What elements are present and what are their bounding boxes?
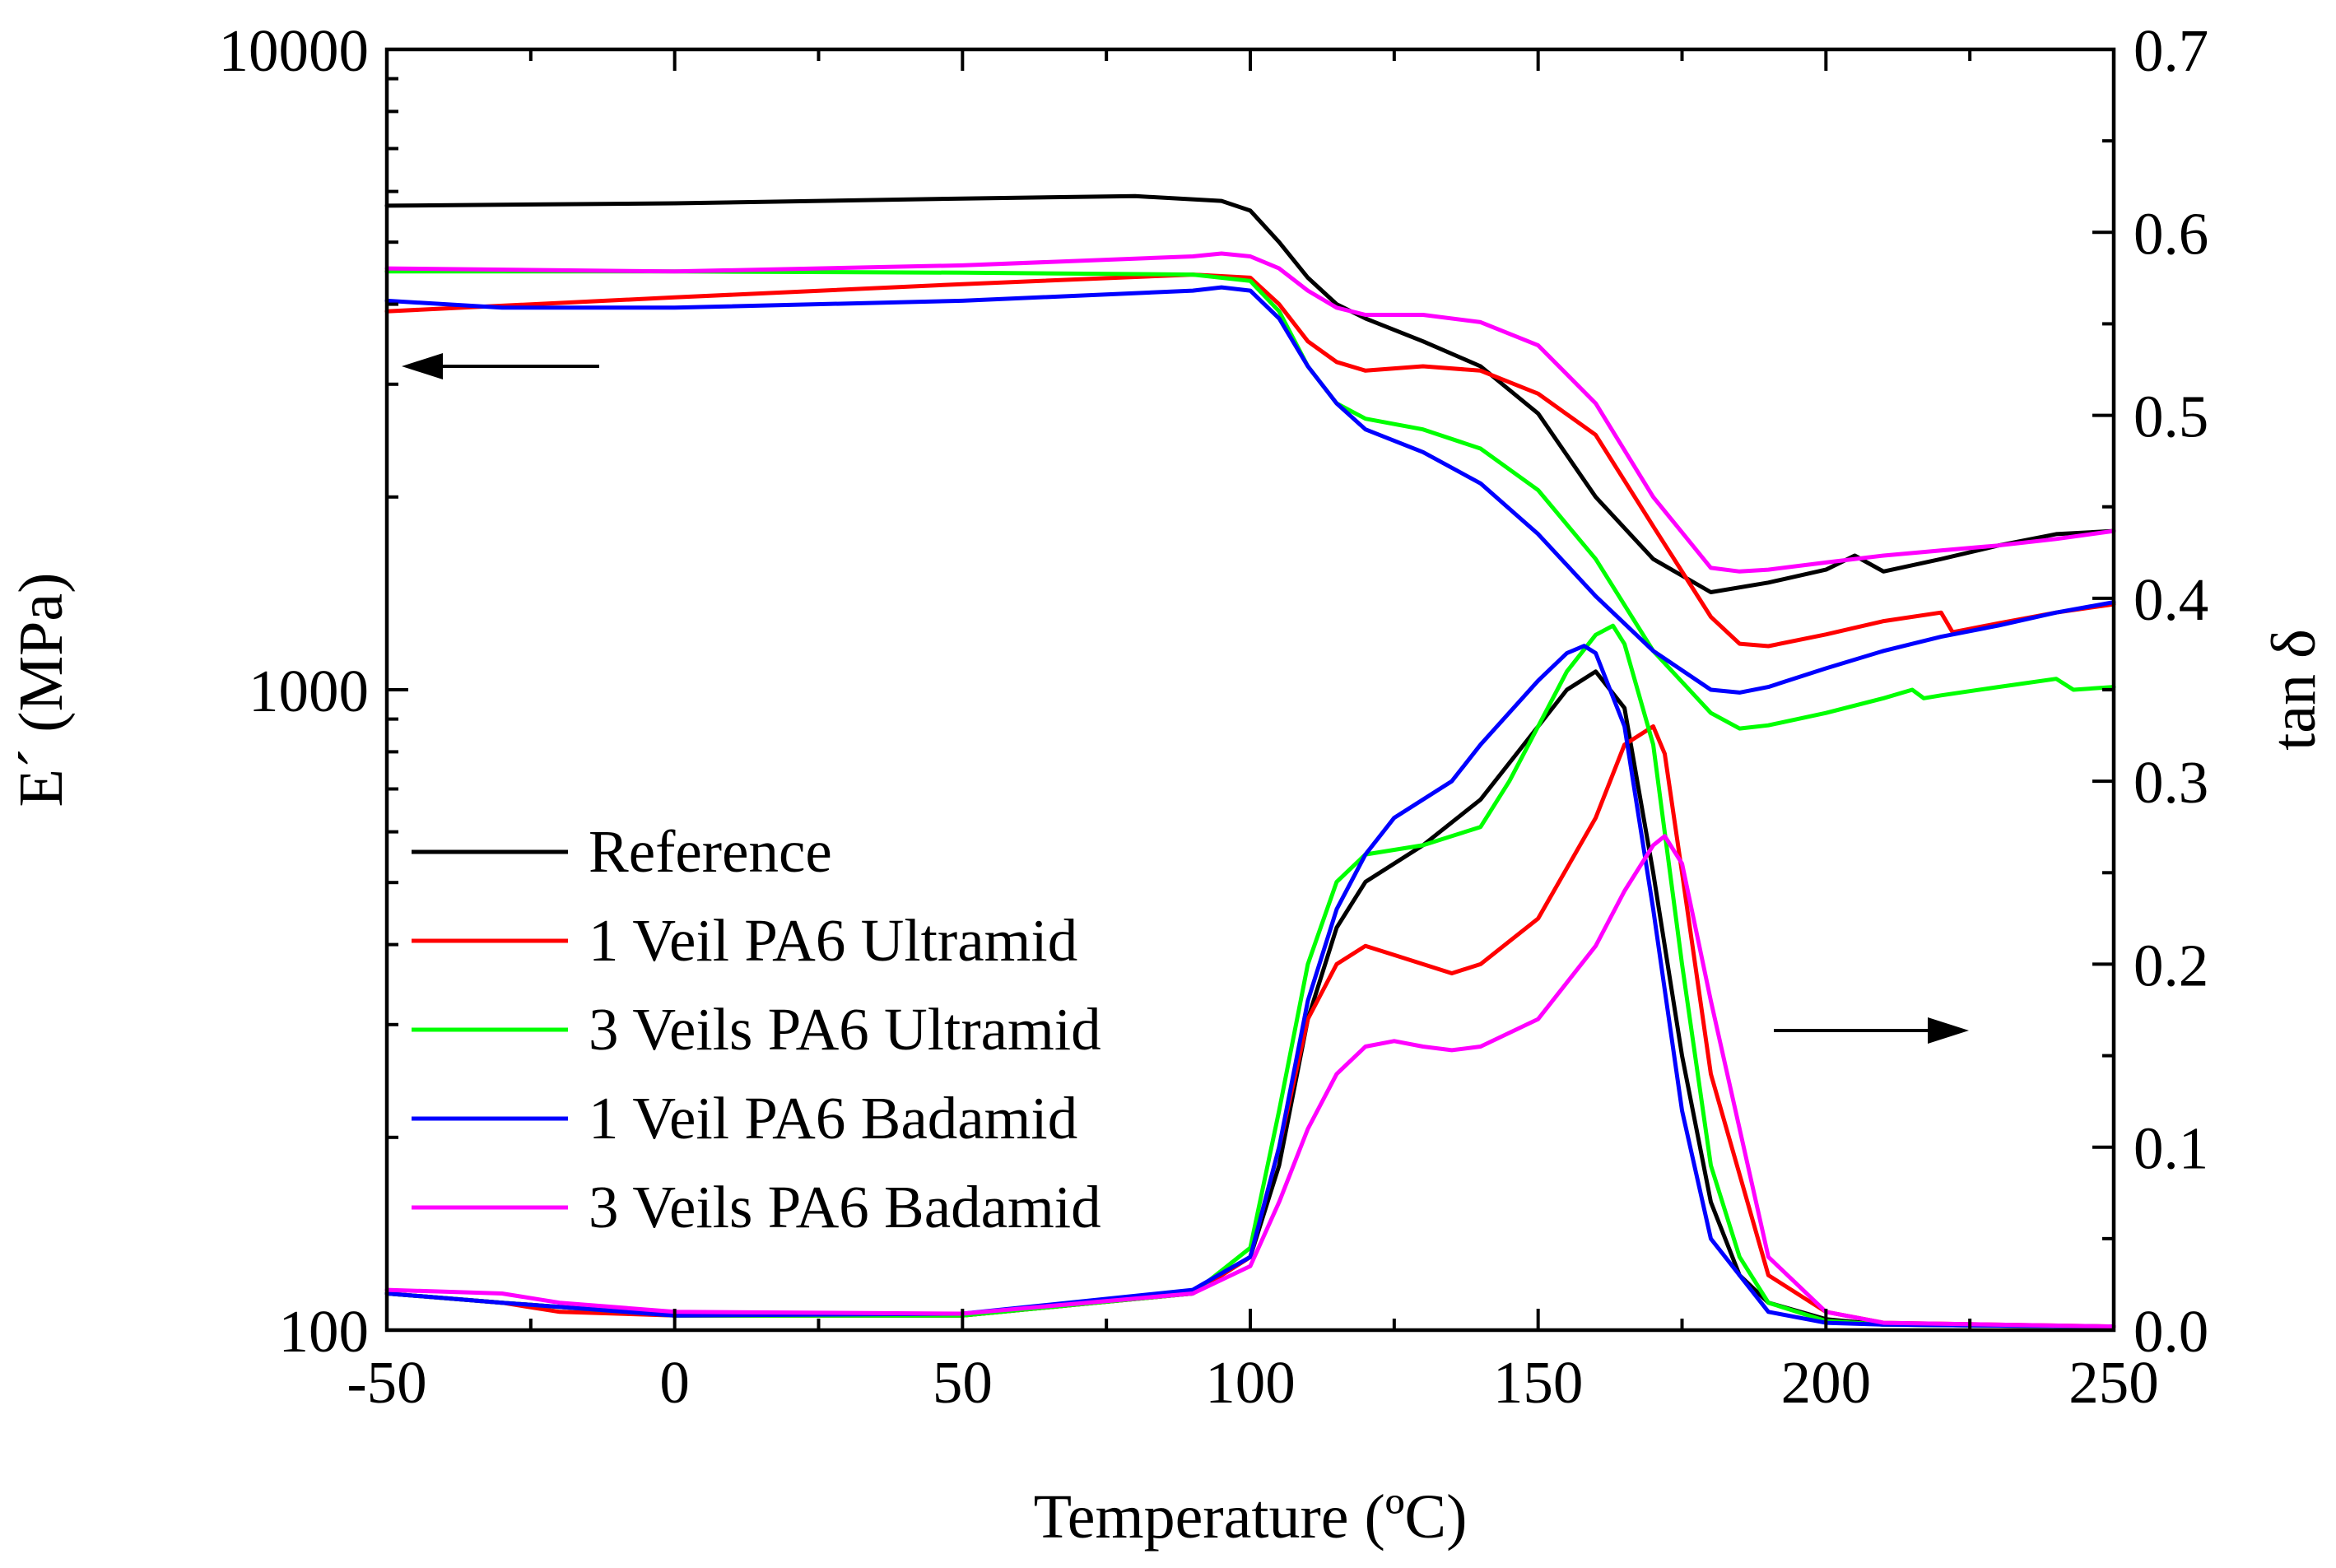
x-tick-label: 200: [1781, 1349, 1872, 1416]
legend-label: Reference: [589, 818, 832, 885]
y-right-tick-label: 0.2: [2134, 932, 2208, 998]
y-left-tick-label: 1000: [249, 658, 369, 724]
storage-modulus-line-1-veil-pa6-badamid: [384, 285, 2116, 695]
y-right-tick-label: 0.0: [2134, 1298, 2208, 1365]
arrow-to-right-axis-icon: [1774, 1017, 1969, 1044]
storage-modulus-line-1-veil-pa6-ultramid: [384, 272, 2116, 649]
legend-label: 3 Veils PA6 Ultramid: [589, 996, 1101, 1063]
y-right-tick-label: 0.3: [2134, 749, 2208, 816]
x-tick-label: 50: [933, 1349, 993, 1416]
tick-labels: -50 0 50 100 150 200 250 100 1000 10000 0.0 0.1 0.2 0…: [219, 17, 2209, 1416]
x-tick-label: -50: [347, 1349, 426, 1416]
y-right-tick-label: 0.1: [2134, 1115, 2208, 1182]
storage-modulus-line-reference: [384, 193, 2116, 594]
y-right-tick-label: 0.6: [2134, 200, 2208, 267]
x-axis-title: Temperature (ºC): [1034, 1482, 1468, 1552]
tan-delta-line-1-veil-pa6-badamid: [384, 644, 2116, 1329]
annotations: [402, 353, 1969, 1044]
legend: Reference 1 Veil PA6 Ultramid 3 Veils PA6 …: [412, 818, 1101, 1240]
x-tick-label: 150: [1493, 1349, 1584, 1416]
legend-label: 1 Veil PA6 Ultramid: [589, 907, 1077, 974]
y-right-tick-label: 0.4: [2134, 566, 2208, 633]
x-tick-label: 250: [2068, 1349, 2159, 1416]
y-axis-left-title: E´ (MPa): [7, 573, 76, 807]
storage-modulus-line-3-veils-pa6-ultramid: [384, 269, 2116, 731]
y-left-tick-label: 10000: [219, 17, 370, 84]
legend-label: 3 Veils PA6 Badamid: [589, 1174, 1101, 1240]
legend-label: 1 Veil PA6 Badamid: [589, 1085, 1077, 1152]
x-tick-label: 0: [659, 1349, 690, 1416]
y-right-tick-label: 0.5: [2134, 384, 2208, 450]
axis-ticks: [385, 48, 2115, 1332]
storage-modulus-line-3-veils-pa6-badamid: [384, 251, 2116, 574]
x-tick-label: 100: [1205, 1349, 1296, 1416]
y-left-tick-label: 100: [279, 1298, 370, 1365]
series-lines: [384, 193, 2116, 1329]
y-right-tick-label: 0.7: [2134, 17, 2208, 84]
y-axis-right-title: tan δ: [2259, 629, 2329, 751]
arrow-to-left-axis-icon: [402, 353, 599, 379]
tan-delta-line-3-veils-pa6-badamid: [384, 834, 2116, 1329]
